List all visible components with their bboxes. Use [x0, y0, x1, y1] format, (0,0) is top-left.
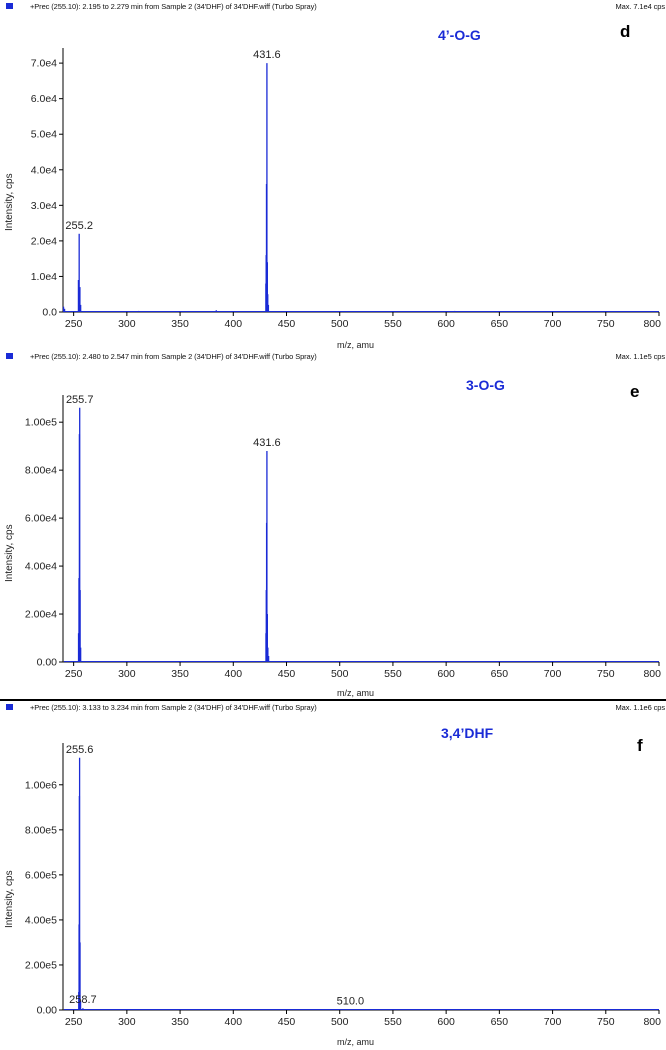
series-marker-icon: [6, 3, 13, 9]
y-tick-label: 1.0e4: [31, 271, 57, 283]
x-tick-label: 350: [171, 668, 189, 680]
x-tick-label: 650: [491, 1016, 509, 1028]
y-tick-label: 0.0: [42, 307, 57, 319]
y-tick-label: 4.00e5: [25, 914, 57, 926]
scan-description: +Prec (255.10): 2.480 to 2.547 min from …: [30, 352, 317, 361]
x-tick-label: 500: [331, 1016, 349, 1028]
peak-label: 255.2: [65, 220, 93, 232]
max-intensity-label: Max. 1.1e5 cps: [615, 352, 666, 361]
panel-header: +Prec (255.10): 2.195 to 2.279 min from …: [0, 0, 666, 13]
y-tick-label: 5.0e4: [31, 129, 57, 141]
x-tick-label: 750: [597, 1016, 615, 1028]
peak-label: 510.0: [337, 995, 365, 1007]
x-tick-label: 500: [331, 318, 349, 330]
compound-title: 4’-O-G: [438, 27, 481, 43]
max-intensity-label: Max. 7.1e4 cps: [615, 2, 666, 11]
scan-description: +Prec (255.10): 3.133 to 3.234 min from …: [30, 703, 317, 712]
y-axis-label: Intensity, cps: [4, 524, 15, 582]
compound-title: 3-O-G: [466, 377, 505, 393]
y-tick-label: 0.00: [37, 657, 58, 669]
max-intensity-label: Max. 1.1e6 cps: [615, 703, 666, 712]
x-tick-label: 550: [384, 668, 402, 680]
y-tick-label: 6.00e4: [25, 513, 57, 525]
series-marker-icon: [6, 704, 13, 710]
spectrum-panel-d: +Prec (255.10): 2.195 to 2.279 min from …: [0, 0, 666, 352]
x-tick-label: 500: [331, 668, 349, 680]
spectrum-panel-e: +Prec (255.10): 2.480 to 2.547 min from …: [0, 350, 666, 700]
x-tick-label: 650: [491, 668, 509, 680]
x-tick-label: 450: [278, 1016, 296, 1028]
compound-title: 3,4’DHF: [441, 725, 494, 741]
peak-label: 431.6: [253, 49, 281, 61]
x-axis-label: m/z, amu: [337, 340, 375, 350]
series-marker-icon: [6, 353, 13, 359]
spectrum-panel-f: +Prec (255.10): 3.133 to 3.234 min from …: [0, 700, 666, 1050]
y-tick-label: 2.00e4: [25, 609, 57, 621]
x-tick-label: 300: [118, 318, 136, 330]
y-tick-label: 8.00e5: [25, 824, 57, 836]
x-tick-label: 800: [643, 1016, 661, 1028]
peak-label: 255.7: [66, 394, 94, 406]
x-tick-label: 600: [437, 1016, 455, 1028]
peak-label: 431.6: [253, 437, 281, 449]
x-tick-label: 450: [278, 668, 296, 680]
y-tick-label: 1.00e6: [25, 779, 57, 791]
x-axis-label: m/z, amu: [337, 688, 375, 698]
y-tick-label: 0.00: [37, 1005, 58, 1017]
x-tick-label: 650: [491, 318, 509, 330]
x-tick-label: 550: [384, 318, 402, 330]
x-tick-label: 300: [118, 1016, 136, 1028]
x-tick-label: 250: [65, 1016, 83, 1028]
scan-description: +Prec (255.10): 2.195 to 2.279 min from …: [30, 2, 317, 11]
y-tick-label: 1.00e5: [25, 417, 57, 429]
x-tick-label: 400: [225, 668, 243, 680]
x-tick-label: 350: [171, 318, 189, 330]
spectrum-plot: 0.00 2.00e5 4.00e5 6.00e5 8.00e5 1.00e6 250 300…: [25, 743, 661, 1028]
peak-label: 255.6: [66, 744, 94, 756]
x-tick-label: 800: [643, 318, 661, 330]
x-tick-label: 400: [225, 1016, 243, 1028]
y-tick-label: 6.00e5: [25, 869, 57, 881]
y-tick-label: 6.0e4: [31, 93, 57, 105]
y-tick-label: 7.0e4: [31, 58, 57, 70]
y-tick-label: 2.0e4: [31, 235, 57, 247]
x-tick-label: 700: [544, 668, 562, 680]
y-axis-label: Intensity, cps: [4, 173, 15, 231]
panel-divider: [0, 699, 666, 701]
peak-label: 258.7: [69, 994, 97, 1006]
x-axis-label: m/z, amu: [337, 1037, 375, 1047]
spectrum-plot: 0.0 1.0e4 2.0e4 3.0e4 4.0e4 5.0e4 6.0e4 7.0e4 25…: [31, 48, 661, 330]
spectrum-plot: 0.00 2.00e4 4.00e4 6.00e4 8.00e4 1.00e5 250 300…: [25, 394, 661, 680]
y-tick-label: 2.00e5: [25, 959, 57, 971]
x-tick-label: 450: [278, 318, 296, 330]
x-tick-label: 250: [65, 318, 83, 330]
x-tick-label: 700: [544, 318, 562, 330]
x-tick-label: 350: [171, 1016, 189, 1028]
y-tick-label: 8.00e4: [25, 465, 57, 477]
x-tick-label: 400: [225, 318, 243, 330]
x-tick-label: 300: [118, 668, 136, 680]
y-axis-label: Intensity, cps: [4, 870, 15, 928]
panel-letter: e: [630, 382, 640, 401]
y-tick-label: 4.00e4: [25, 561, 57, 573]
y-tick-label: 4.0e4: [31, 164, 57, 176]
y-tick-label: 3.0e4: [31, 200, 57, 212]
x-tick-label: 800: [643, 668, 661, 680]
x-tick-label: 600: [437, 318, 455, 330]
panel-header: +Prec (255.10): 2.480 to 2.547 min from …: [0, 350, 666, 363]
x-tick-label: 750: [597, 668, 615, 680]
panel-header: +Prec (255.10): 3.133 to 3.234 min from …: [0, 701, 666, 714]
panel-letter: d: [620, 22, 631, 41]
x-tick-label: 700: [544, 1016, 562, 1028]
x-tick-label: 600: [437, 668, 455, 680]
x-tick-label: 550: [384, 1016, 402, 1028]
x-tick-label: 250: [65, 668, 83, 680]
x-tick-label: 750: [597, 318, 615, 330]
panel-letter: f: [637, 736, 643, 755]
